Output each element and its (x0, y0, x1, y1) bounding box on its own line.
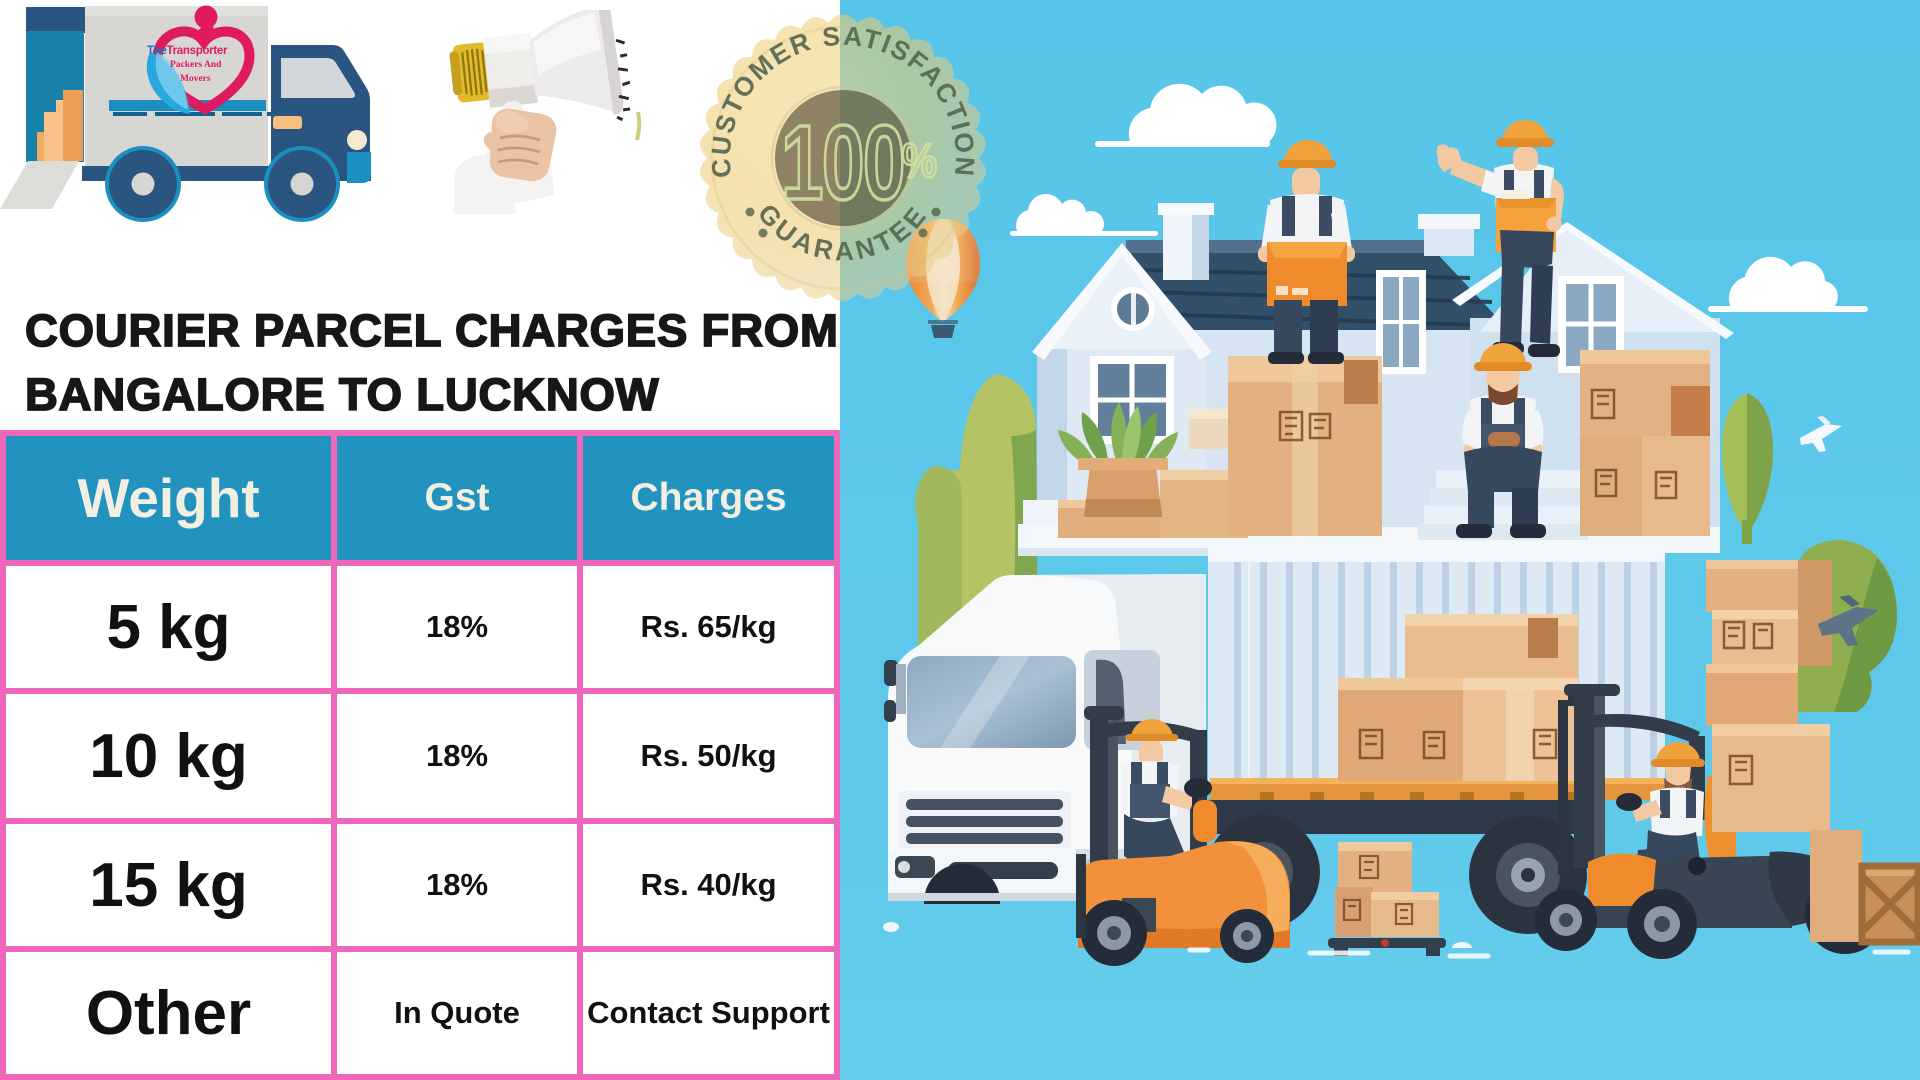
svg-text:Movers: Movers (180, 74, 211, 84)
svg-text:%: % (902, 134, 937, 188)
svg-text:TheTransporter: TheTransporter (147, 45, 228, 57)
svg-text:Packers And: Packers And (170, 60, 222, 70)
svg-text:100: 100 (781, 103, 904, 222)
